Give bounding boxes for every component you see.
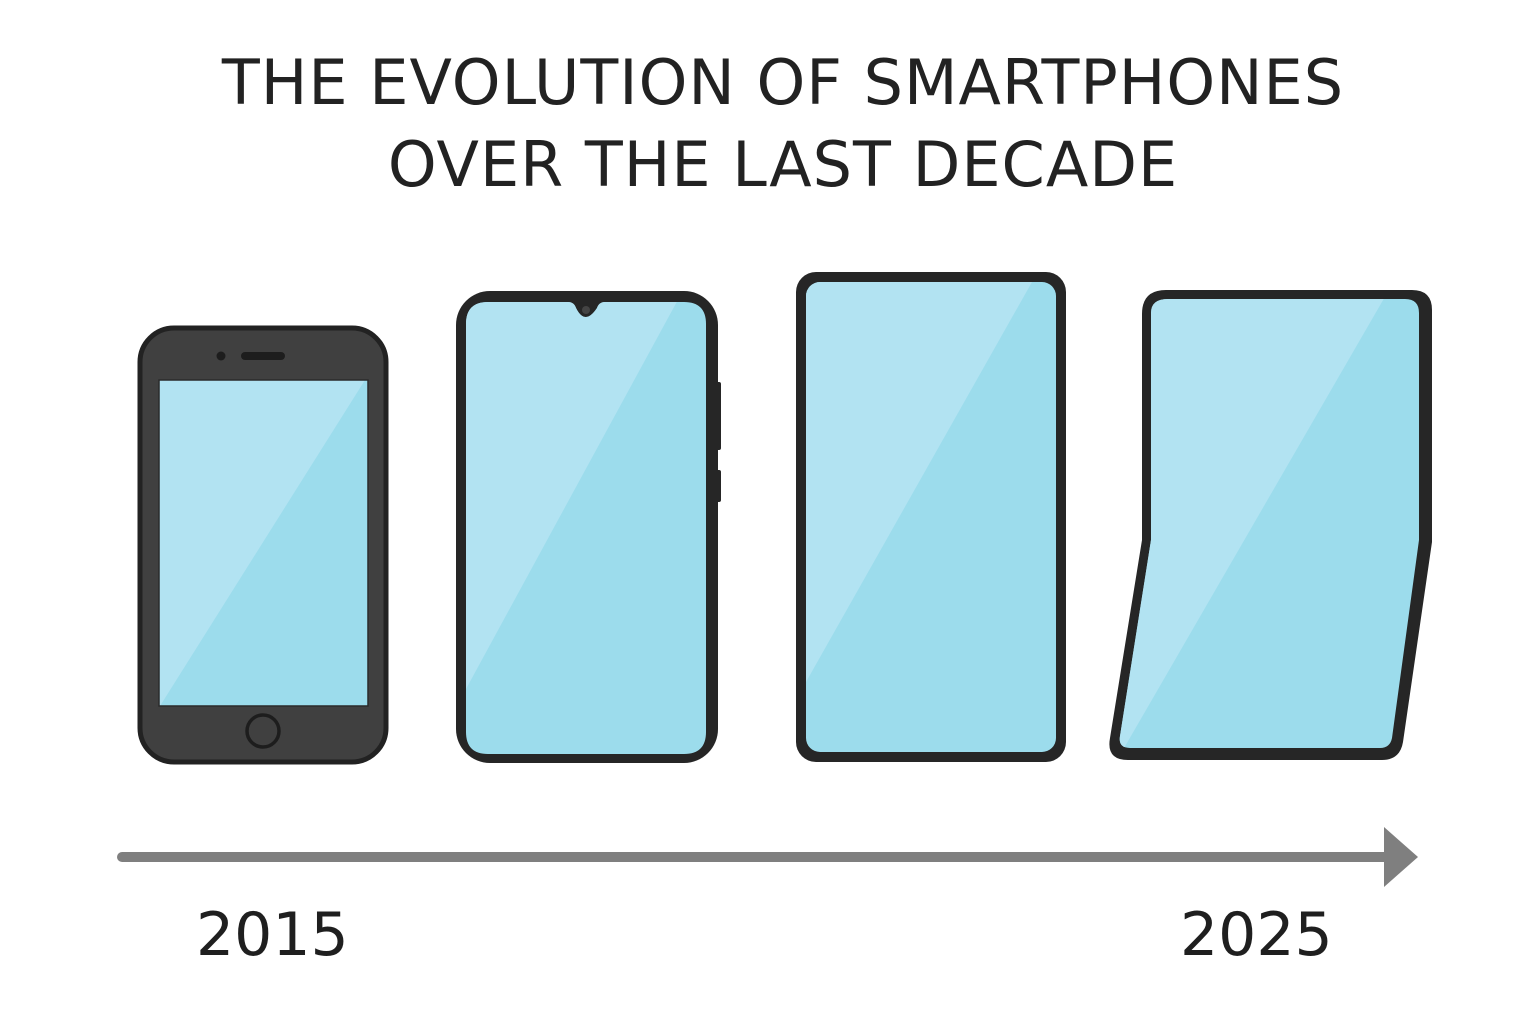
foldable-phone-icon [1109,290,1432,760]
title-line-2: OVER THE LAST DECADE [387,128,1179,201]
timeline-arrow [117,827,1418,887]
timeline-end-label: 2025 [1180,900,1333,970]
timeline-start-label: 2015 [196,900,349,970]
title-line-1: THE EVOLUTION OF SMARTPHONES [221,46,1345,119]
bezel-less-phone-icon [796,272,1066,762]
page-title: THE EVOLUTION OF SMARTPHONES OVER THE LA… [0,42,1536,206]
classic-phone-icon [137,325,389,765]
notch-phone-icon [456,291,721,763]
